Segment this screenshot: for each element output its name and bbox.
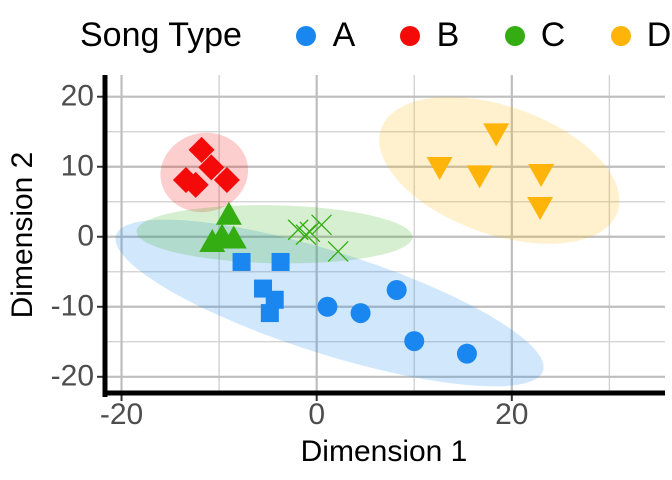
point bbox=[528, 164, 555, 188]
point bbox=[215, 201, 242, 225]
point bbox=[198, 154, 225, 181]
point bbox=[466, 165, 493, 189]
legend-swatch bbox=[505, 26, 525, 46]
point bbox=[295, 224, 317, 246]
point bbox=[456, 343, 477, 364]
legend-swatch bbox=[296, 26, 316, 46]
x-tick-label: 0 bbox=[308, 398, 325, 431]
y-axis-title: Dimension 2 bbox=[6, 152, 39, 319]
x-tick-label: -20 bbox=[100, 398, 143, 431]
point bbox=[483, 123, 510, 147]
point bbox=[260, 304, 279, 323]
point bbox=[350, 303, 371, 324]
point bbox=[404, 331, 425, 352]
point bbox=[182, 171, 209, 198]
point bbox=[299, 221, 321, 243]
point bbox=[386, 279, 407, 300]
point bbox=[311, 214, 333, 236]
point bbox=[209, 223, 236, 247]
legend-label: D bbox=[647, 16, 672, 54]
point bbox=[317, 296, 338, 317]
point bbox=[188, 136, 215, 163]
legend-swatch bbox=[611, 26, 631, 46]
point bbox=[527, 196, 554, 220]
y-tick-label: 0 bbox=[77, 220, 94, 253]
y-tick-label: -20 bbox=[51, 360, 94, 393]
y-tick-label: 20 bbox=[61, 80, 94, 113]
point bbox=[232, 252, 251, 271]
legend-swatch bbox=[400, 26, 420, 46]
legend-label: C bbox=[541, 16, 566, 54]
x-axis-title: Dimension 1 bbox=[301, 435, 468, 468]
point bbox=[327, 240, 349, 262]
y-tick-label: -10 bbox=[51, 290, 94, 323]
legend-label: B bbox=[437, 16, 460, 54]
point bbox=[426, 157, 453, 181]
x-tick-label: 20 bbox=[495, 398, 528, 431]
point bbox=[271, 252, 290, 271]
legend-label: A bbox=[333, 16, 356, 54]
point bbox=[213, 167, 240, 194]
confidence-ellipse bbox=[379, 97, 620, 244]
y-tick-label: 10 bbox=[61, 150, 94, 183]
legend-title: Song Type bbox=[80, 16, 242, 54]
